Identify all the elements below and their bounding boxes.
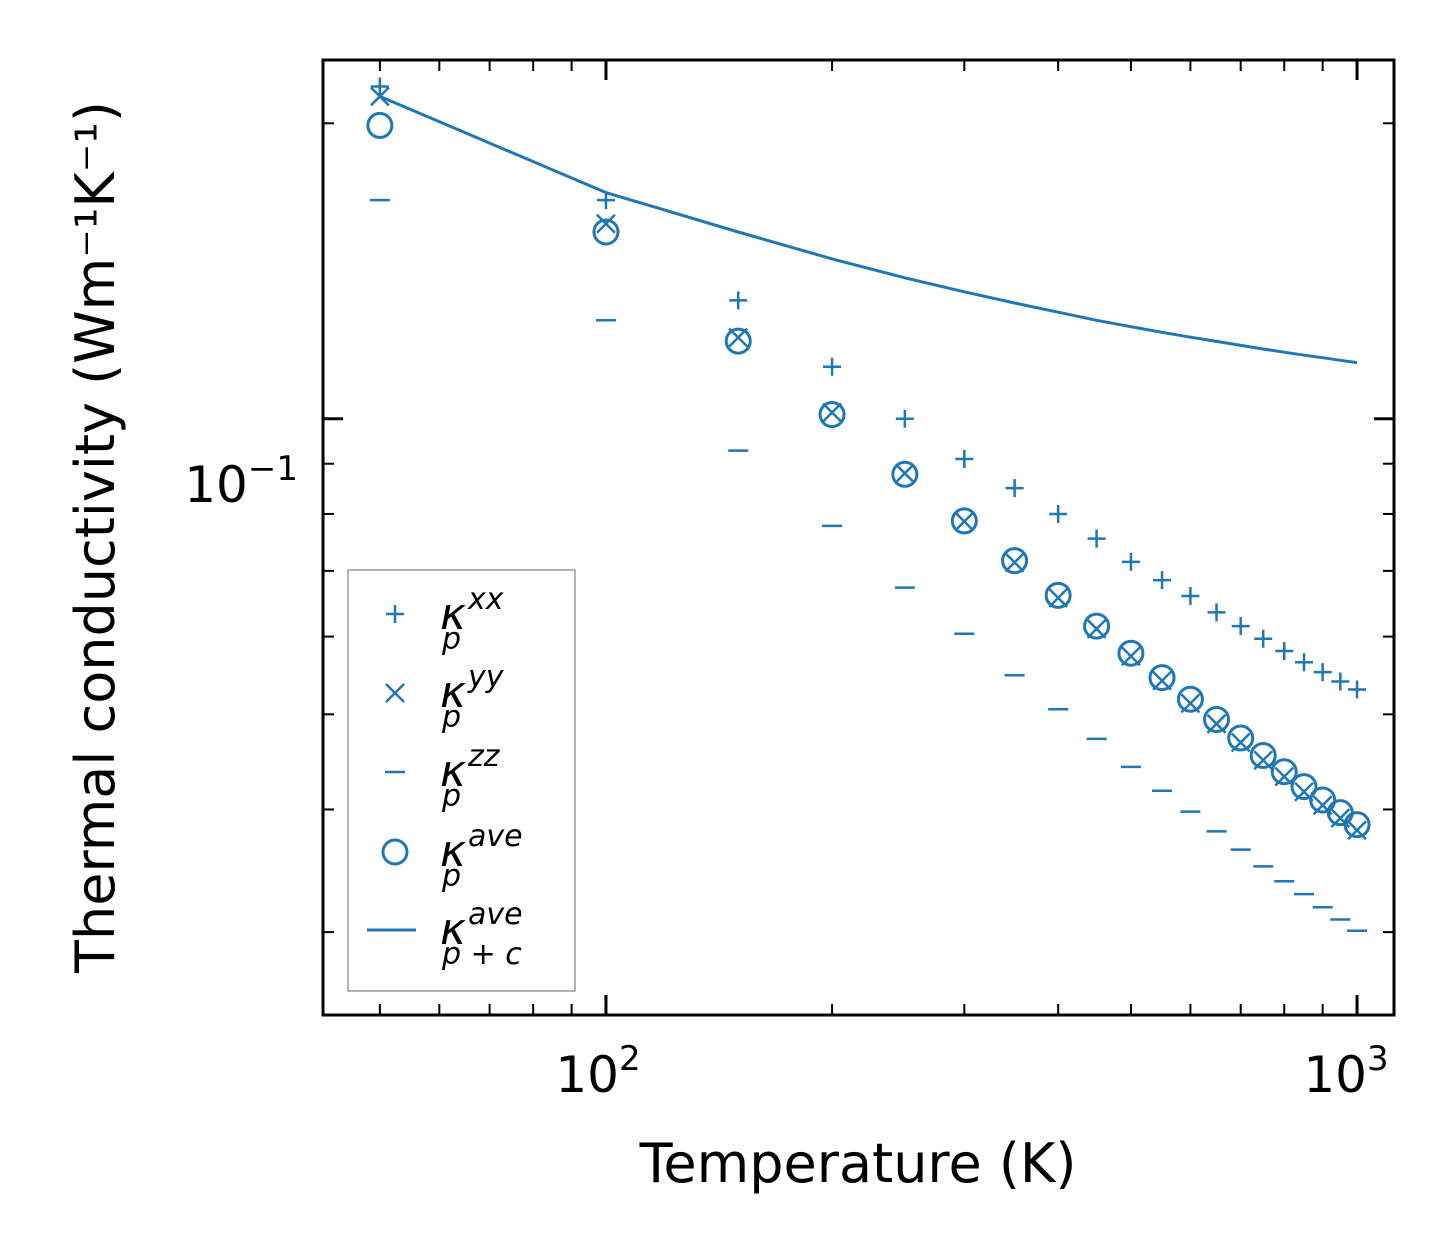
point-kappa_p_xx-550 bbox=[1153, 571, 1172, 590]
point-kappa_p_xx-450 bbox=[1087, 529, 1106, 548]
point-kappa_p_xx-100 bbox=[596, 191, 615, 210]
point-kappa_p_xx-1000 bbox=[1348, 680, 1367, 699]
point-kappa_p_yy-350-d2 bbox=[1004, 552, 1025, 573]
series-kappa_p_xx bbox=[370, 77, 1367, 699]
point-kappa_p_ave-450 bbox=[1083, 612, 1111, 640]
point-kappa_p_ave-900 bbox=[1309, 786, 1337, 814]
point-kappa_p_xx-700 bbox=[1231, 617, 1250, 636]
major-ticks bbox=[323, 60, 1394, 1015]
point-kappa_p_xx-600 bbox=[1181, 586, 1200, 605]
point-kappa_p_ave-100 bbox=[592, 218, 620, 246]
legend-label-xx: κxx p bbox=[440, 582, 504, 657]
point-kappa_p_xx-50 bbox=[370, 77, 389, 96]
series-kappa_p_ave bbox=[366, 111, 1371, 839]
point-kappa_p_yy-300-d2 bbox=[954, 511, 975, 532]
point-kappa_p_xx-400 bbox=[1049, 504, 1068, 523]
legend-label-ave: κave p bbox=[440, 819, 523, 894]
point-kappa_p_xx-250 bbox=[895, 409, 914, 428]
point-kappa_p_yy-250-d2 bbox=[894, 463, 915, 484]
legend-label-yy: κyy p bbox=[440, 660, 505, 735]
point-kappa_p_xx-850 bbox=[1295, 653, 1314, 672]
point-kappa_p_ave-150 bbox=[724, 327, 752, 355]
point-kappa_p_xx-800 bbox=[1275, 642, 1294, 661]
series-line-kappa_pc_ave bbox=[379, 95, 1358, 365]
point-kappa_p_yy-200-d2 bbox=[822, 402, 842, 423]
plot-frame bbox=[321, 58, 1396, 1017]
point-kappa_p_xx-500 bbox=[1121, 552, 1140, 571]
legend-symbols bbox=[367, 605, 416, 932]
plot-area bbox=[366, 77, 1371, 932]
point-kappa_p_ave-300 bbox=[950, 507, 978, 535]
point-kappa_p_ave-850 bbox=[1290, 773, 1318, 801]
point-kappa_p_ave-600 bbox=[1176, 685, 1204, 713]
x-axis-label: Temperature (K) bbox=[639, 1132, 1077, 1195]
series-kappa_p_yy bbox=[369, 86, 1367, 841]
minor-ticks bbox=[323, 60, 1394, 1015]
point-kappa_p_xx-350 bbox=[1005, 479, 1024, 498]
series-kappa_p_zz bbox=[369, 198, 1368, 932]
point-kappa_p_xx-200 bbox=[823, 357, 842, 376]
point-kappa_p_yy-250 bbox=[894, 463, 915, 484]
point-kappa_p_ave-200 bbox=[818, 401, 846, 429]
point-kappa_p_yy-50-d2 bbox=[369, 86, 390, 107]
point-kappa_p_ave-650 bbox=[1203, 705, 1231, 733]
legend-symbol-kappa_p_xx bbox=[386, 605, 404, 623]
point-kappa_p_xx-950 bbox=[1331, 672, 1350, 691]
point-kappa_p_ave-550 bbox=[1148, 664, 1176, 692]
y-tick-label-0.1: 10−1 bbox=[184, 449, 298, 514]
point-kappa_p_yy-100 bbox=[596, 213, 616, 234]
y-axis-label: Thermal conductivity (Wm⁻¹K⁻¹) bbox=[64, 101, 127, 974]
legend-frame bbox=[347, 569, 576, 992]
point-kappa_p_yy-50 bbox=[369, 86, 390, 107]
legend-label-zz: κzz p bbox=[440, 739, 501, 814]
point-kappa_p_xx-150 bbox=[729, 291, 748, 310]
tick-labels: 102 103 10−1 bbox=[184, 449, 1388, 1104]
point-kappa_p_ave-800 bbox=[1270, 758, 1298, 786]
point-kappa_p_xx-900 bbox=[1313, 663, 1332, 682]
point-kappa_p_yy-400 bbox=[1048, 588, 1069, 608]
point-kappa_p_ave-750 bbox=[1249, 741, 1277, 769]
legend-label-pc-ave: κave p + c bbox=[440, 897, 523, 972]
point-kappa_p_ave-50 bbox=[366, 111, 394, 139]
point-kappa_p_ave-500 bbox=[1117, 639, 1145, 667]
point-kappa_p_ave-400 bbox=[1044, 581, 1072, 609]
point-kappa_p_ave-350 bbox=[1001, 547, 1029, 575]
point-kappa_p_yy-200 bbox=[822, 402, 842, 423]
x-tick-label-1000: 103 bbox=[1303, 1039, 1388, 1104]
point-kappa_p_yy-100-d2 bbox=[596, 213, 616, 234]
point-kappa_p_yy-400-d2 bbox=[1048, 588, 1069, 608]
point-kappa_p_ave-1000 bbox=[1343, 811, 1371, 839]
point-kappa_p_xx-650 bbox=[1207, 603, 1226, 622]
point-kappa_p_yy-350 bbox=[1004, 552, 1025, 573]
point-kappa_p_ave-250 bbox=[891, 460, 919, 488]
series-kappa_pc_ave bbox=[379, 95, 1358, 365]
point-kappa_p_xx-750 bbox=[1254, 629, 1273, 648]
legend-symbol-kappa_p_yy bbox=[385, 683, 405, 703]
x-tick-label-100: 102 bbox=[555, 1039, 640, 1104]
point-kappa_p_yy-300 bbox=[954, 511, 975, 532]
legend-symbol-kappa_p_ave bbox=[381, 838, 409, 866]
point-kappa_p_xx-300 bbox=[955, 450, 974, 469]
legend-symbol-kappa_p_yy-d2 bbox=[385, 683, 405, 703]
legend: κxx p κyy p κzz p κave p κave p + c bbox=[347, 569, 576, 992]
point-kappa_p_ave-700 bbox=[1227, 724, 1255, 752]
